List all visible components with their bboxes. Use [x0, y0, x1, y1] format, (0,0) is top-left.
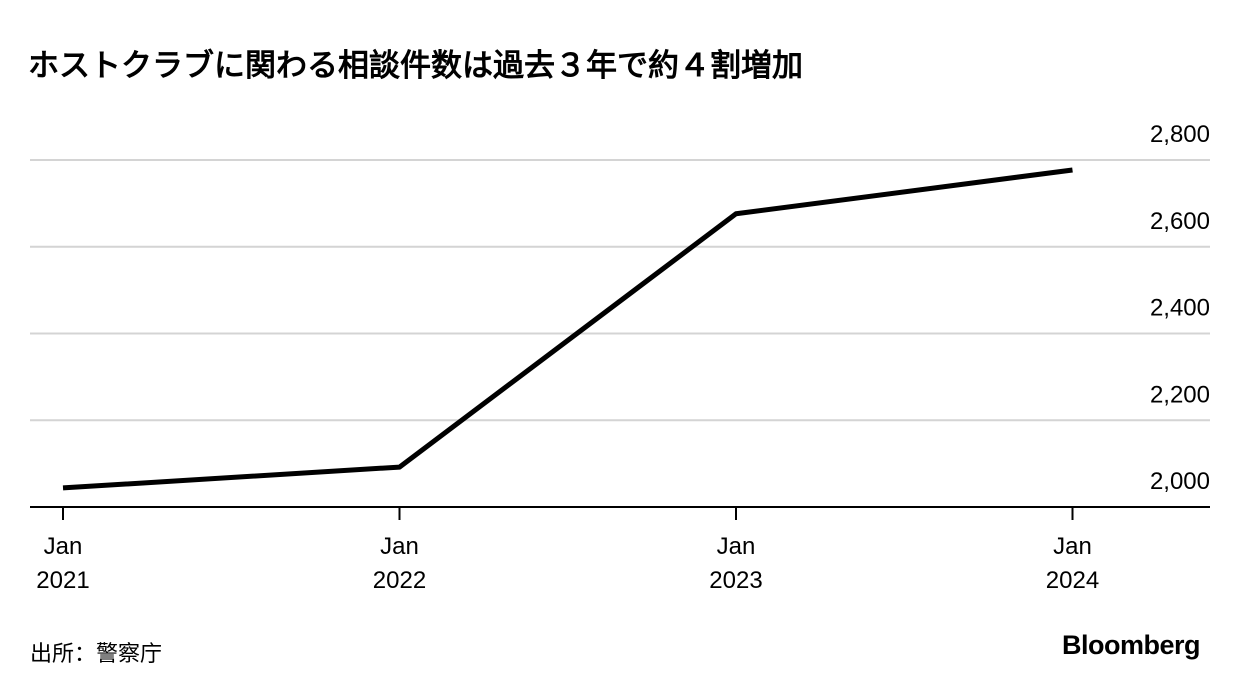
data-line	[62, 167, 1073, 491]
y-tick-label: 2,400	[1150, 295, 1210, 322]
y-tick-label: 2,200	[1150, 381, 1210, 408]
brand: Bloomberg	[1061, 630, 1201, 660]
y-tick-label: 2,600	[1150, 208, 1210, 235]
y-tick-label: 2,800	[1150, 121, 1210, 148]
x-tick-label: Jan 2022	[372, 533, 427, 594]
x-tick-label: Jan 2023	[709, 533, 763, 594]
x-tick-label: Jan 2021	[36, 533, 90, 594]
source: 出所：警察庁	[30, 642, 163, 667]
x-tick-label: Jan 2024	[1045, 533, 1100, 594]
chart-title: ホストクラブに関わる相談件数は過去３年で約４割増加	[28, 48, 803, 84]
y-tick-label: 2,000	[1150, 468, 1210, 495]
